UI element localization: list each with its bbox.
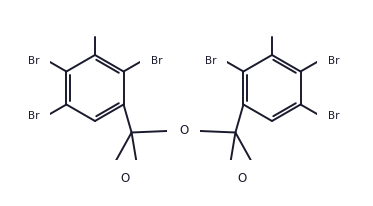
Text: O: O: [238, 172, 247, 185]
Text: Br: Br: [327, 110, 339, 121]
Text: Br: Br: [28, 55, 40, 66]
Text: O: O: [120, 172, 129, 185]
Text: Br: Br: [327, 55, 339, 66]
Text: O: O: [179, 124, 188, 137]
Text: Br: Br: [28, 110, 40, 121]
Text: Br: Br: [205, 55, 216, 66]
Text: Br: Br: [151, 55, 162, 66]
